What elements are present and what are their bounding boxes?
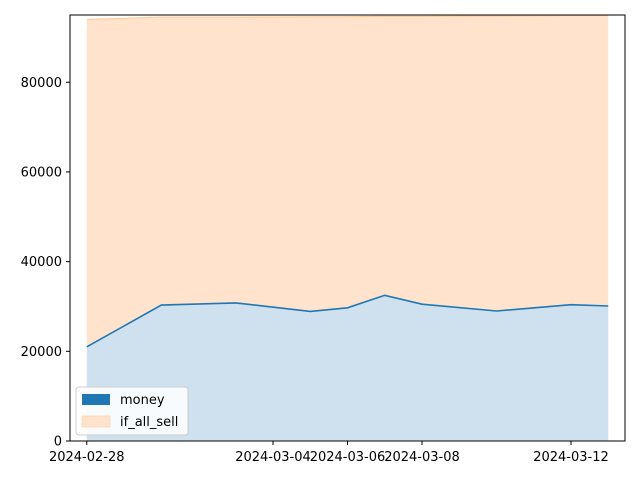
point-money-2 bbox=[235, 302, 237, 304]
point-if-all-sell-4 bbox=[347, 16, 349, 18]
legend-swatch-money bbox=[82, 394, 110, 405]
point-money-6 bbox=[421, 303, 423, 305]
point-money-0 bbox=[86, 346, 88, 348]
x-tick-label: 2024-03-08 bbox=[384, 450, 460, 465]
point-money-8 bbox=[570, 304, 572, 306]
x-tick-label: 2024-02-28 bbox=[49, 450, 125, 465]
legend-swatch-if-all-sell bbox=[81, 415, 111, 428]
legend-label-money: money bbox=[120, 393, 165, 408]
line-if-all-sell bbox=[86, 14, 609, 21]
point-if-all-sell-0 bbox=[86, 19, 88, 21]
y-tick-label: 80000 bbox=[21, 76, 62, 91]
area-money bbox=[86, 295, 609, 441]
x-tick-label: 2024-03-06 bbox=[310, 450, 386, 465]
y-tick-label: 40000 bbox=[21, 255, 62, 270]
line-money bbox=[86, 294, 609, 348]
point-money-3 bbox=[310, 311, 312, 313]
x-axis: 2024-02-28 2024-03-042024-03-062024-03-08… bbox=[49, 441, 609, 465]
point-money-7 bbox=[496, 310, 498, 312]
legend: money if_all_sell bbox=[75, 386, 189, 436]
y-tick-label: 0 bbox=[54, 435, 62, 450]
legend-label-if-all-sell: if_all_sell bbox=[120, 415, 178, 430]
area-layer bbox=[86, 15, 609, 442]
point-if-all-sell-2 bbox=[235, 16, 237, 18]
point-if-all-sell-3 bbox=[310, 16, 312, 18]
point-money-9 bbox=[607, 305, 609, 307]
y-tick-label: 60000 bbox=[21, 165, 62, 180]
point-if-all-sell-5 bbox=[384, 15, 386, 17]
x-tick-label: 2024-03-12 bbox=[533, 450, 609, 465]
point-money-4 bbox=[347, 307, 349, 309]
point-if-all-sell-6 bbox=[421, 15, 423, 17]
y-axis: 0 20000 40000 60000 80000 bbox=[21, 76, 70, 450]
point-money-5 bbox=[384, 295, 386, 297]
point-if-all-sell-1 bbox=[161, 16, 163, 18]
point-money-1 bbox=[161, 304, 163, 306]
y-tick-label: 20000 bbox=[21, 345, 62, 360]
x-tick-label: 2024-03-04 bbox=[235, 450, 311, 465]
line-layer bbox=[86, 14, 609, 348]
